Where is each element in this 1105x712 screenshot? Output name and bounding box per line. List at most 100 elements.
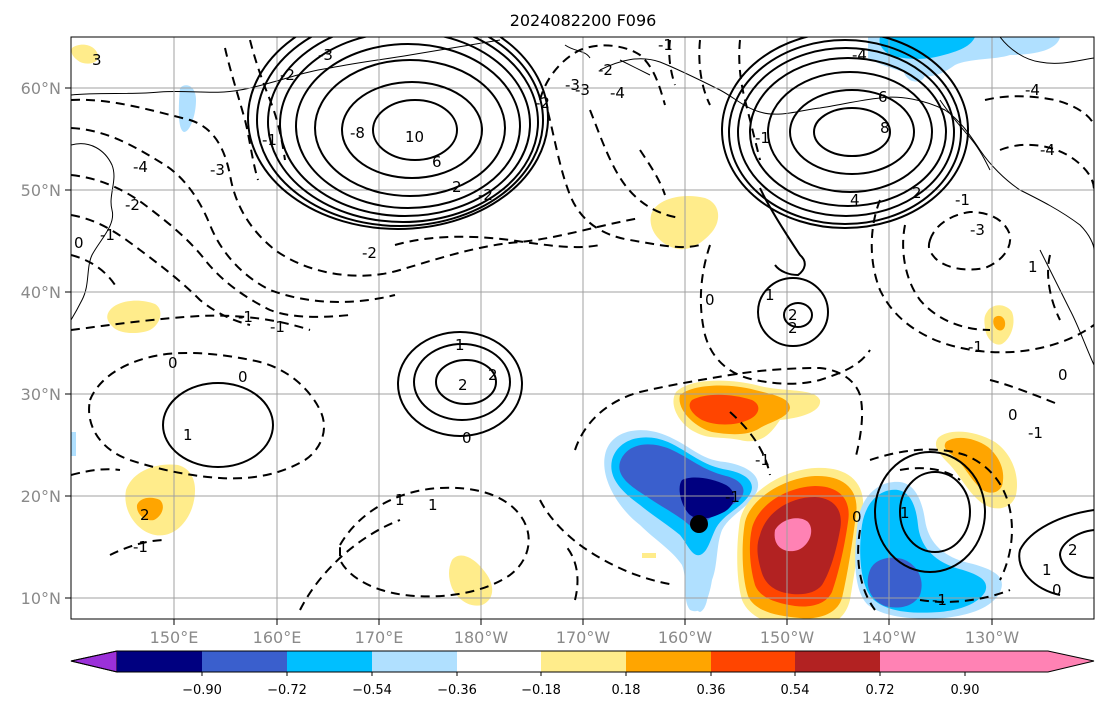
contour-label: 0 bbox=[1052, 581, 1062, 599]
colorbar-segment bbox=[626, 651, 711, 672]
contour-label: -1 bbox=[755, 451, 770, 469]
colorbar-tick-label: 0.72 bbox=[866, 683, 895, 698]
shaded-fields bbox=[71, 37, 1060, 619]
contour-label: -2 bbox=[362, 244, 377, 262]
colorbar-segment bbox=[372, 651, 457, 672]
colorbar-segment bbox=[287, 651, 372, 672]
lon-label: 160°W bbox=[658, 628, 713, 647]
colorbar-segment bbox=[795, 651, 880, 672]
contour-label: -1 bbox=[262, 131, 277, 149]
negative-region-east-3 bbox=[867, 557, 922, 608]
colorbar-tick-label: −0.90 bbox=[182, 683, 222, 698]
colorbar-segment bbox=[117, 651, 202, 672]
map-title: 2024082200 F096 bbox=[510, 11, 657, 30]
lon-label: 130°W bbox=[965, 628, 1020, 647]
contour-label: 2 bbox=[140, 506, 150, 524]
positive-patch-5b bbox=[944, 437, 1004, 493]
lat-label: 10°N bbox=[21, 589, 61, 608]
positive-region-east-5 bbox=[774, 518, 812, 552]
contour-label: 1 bbox=[428, 496, 438, 514]
contour-label: 2 bbox=[488, 366, 498, 384]
longitude-labels: 150°E 160°E 170°E 180°W 170°W 160°W 150°… bbox=[150, 628, 1020, 647]
contour-label: -1 bbox=[1028, 424, 1043, 442]
positive-patch-3 bbox=[125, 464, 196, 536]
contour-label: -2 bbox=[478, 186, 493, 204]
contour-label: -2 bbox=[280, 66, 295, 84]
contour-label: -1 bbox=[955, 191, 970, 209]
lat-label: 60°N bbox=[21, 79, 61, 98]
contour-labels: -8 10 6 2 -4 -3 -2 -1 0 1 2 -3 -2 1 2 -2… bbox=[74, 36, 1078, 609]
storm-position-marker bbox=[690, 515, 708, 533]
positive-patch-3b bbox=[136, 497, 163, 521]
contour-label: 2 bbox=[452, 178, 462, 196]
contour-label: 1 bbox=[455, 336, 465, 354]
contour-label: -3 bbox=[210, 161, 225, 179]
contour-label: 0 bbox=[1058, 366, 1068, 384]
positive-patch-7 bbox=[71, 44, 99, 64]
contour-label: 6 bbox=[432, 153, 442, 171]
grid bbox=[71, 37, 1094, 619]
lat-label: 20°N bbox=[21, 487, 61, 506]
contour-label: 1 bbox=[1028, 258, 1038, 276]
positive-patch-8 bbox=[642, 553, 656, 558]
contour-label: -3 bbox=[970, 221, 985, 239]
contour-label: -4 bbox=[852, 46, 867, 64]
contour-label: 0 bbox=[238, 368, 248, 386]
contour-label: -1 bbox=[238, 308, 253, 326]
lat-label: 30°N bbox=[21, 385, 61, 404]
contour-label: 1 bbox=[1042, 561, 1052, 579]
positive-patch-2 bbox=[107, 300, 161, 334]
contour-label: 2 bbox=[788, 306, 798, 324]
contour-label: 3 bbox=[92, 51, 102, 69]
colorbar-segment bbox=[202, 651, 287, 672]
contour-label: 0 bbox=[852, 508, 862, 526]
contour-label: 0 bbox=[168, 354, 178, 372]
colorbar-tick-label: −0.72 bbox=[267, 683, 307, 698]
lat-label: 40°N bbox=[21, 283, 61, 302]
lon-label: 170°E bbox=[355, 628, 404, 647]
contour-label: 1 bbox=[395, 491, 405, 509]
colorbar-segment bbox=[880, 651, 965, 672]
contour-label: -1 bbox=[968, 338, 983, 356]
contour-label: 1 bbox=[900, 504, 910, 522]
colorbar-segment bbox=[711, 651, 795, 672]
colorbar-segment bbox=[541, 651, 626, 672]
dashed-contours bbox=[71, 39, 1094, 611]
contour-label: 10 bbox=[405, 128, 424, 146]
lon-label: 180°W bbox=[454, 628, 509, 647]
contour-label: -1 bbox=[133, 538, 148, 556]
contour-label: -1 bbox=[658, 36, 673, 54]
contour-label: -2 bbox=[598, 61, 613, 79]
positive-patch-6b bbox=[993, 315, 1006, 331]
lon-label: 150°W bbox=[760, 628, 815, 647]
colorbar-segment bbox=[457, 651, 541, 672]
contour-label: 8 bbox=[880, 119, 890, 137]
latitude-labels: 60°N 50°N 40°N 30°N 20°N 10°N bbox=[21, 79, 61, 608]
contour-label: -4 bbox=[133, 158, 148, 176]
contour-label: -1 bbox=[270, 318, 285, 336]
contour-label: -3 bbox=[565, 76, 580, 94]
contour-label: 2 bbox=[912, 184, 922, 202]
contour-label: 0 bbox=[74, 234, 84, 252]
contour-label: 0 bbox=[1008, 406, 1018, 424]
negative-region-hawaii-4 bbox=[679, 477, 735, 519]
negative-patch-north-3 bbox=[903, 62, 926, 82]
colorbar-tick-label: −0.18 bbox=[521, 683, 561, 698]
contour-label: -1 bbox=[932, 591, 947, 609]
contour-label: 2 bbox=[788, 319, 798, 337]
contour-label: -4 bbox=[610, 84, 625, 102]
contour-label: 2 bbox=[1068, 541, 1078, 559]
colorbar-extend-low bbox=[70, 650, 118, 673]
coastlines bbox=[71, 37, 1094, 366]
contour-label: -2 bbox=[535, 94, 550, 112]
contour-label: 4 bbox=[850, 191, 860, 209]
colorbar-tick-label: 0.36 bbox=[697, 683, 726, 698]
colorbar-tick-label: −0.36 bbox=[437, 683, 477, 698]
lon-label: 150°E bbox=[150, 628, 199, 647]
lon-label: 170°W bbox=[556, 628, 611, 647]
colorbar-tick-label: −0.54 bbox=[352, 683, 392, 698]
positive-region-north-3 bbox=[689, 394, 759, 425]
contour-label: -1 bbox=[100, 226, 115, 244]
contour-label: 1 bbox=[765, 286, 775, 304]
